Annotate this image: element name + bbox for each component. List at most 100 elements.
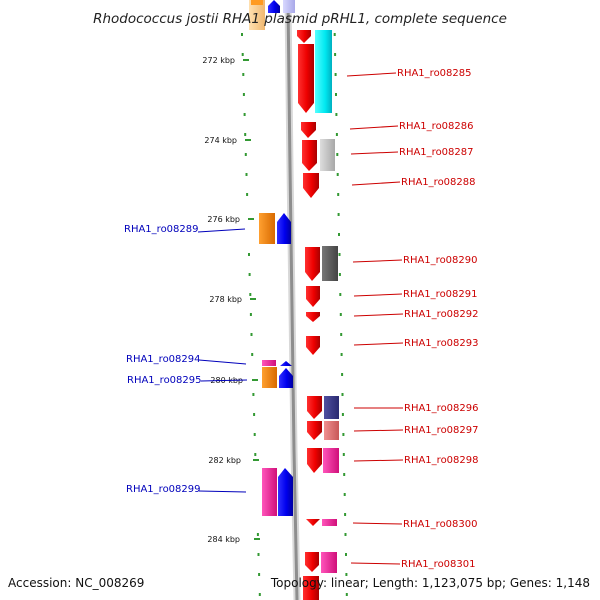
strand-tick	[340, 333, 343, 336]
gene-label-ro08294[interactable]: RHA1_ro08294	[126, 354, 201, 365]
gene-arrow-ro08285[interactable]	[298, 44, 314, 113]
gene-arrow-ro08298[interactable]	[307, 448, 322, 473]
strand-tick	[345, 593, 348, 596]
gene-arrow-ro08301[interactable]	[305, 552, 319, 572]
gene-arrow-ro08287[interactable]	[302, 140, 317, 171]
reverse-leader-lines	[197, 228, 248, 493]
forward-strand-genes	[297, 30, 322, 600]
strand-tick	[250, 333, 253, 336]
kbp-label-274: 274 kbp	[204, 136, 237, 145]
gene-arrow-ro08291[interactable]	[306, 286, 320, 307]
gene-arrow[interactable]	[303, 576, 319, 600]
strand-tick	[345, 573, 348, 576]
strand-tick	[336, 153, 339, 156]
strand-tick	[339, 293, 342, 296]
strand-tick	[256, 533, 259, 536]
gene-arrow-ro08295[interactable]	[279, 368, 293, 388]
strand-tick	[243, 113, 246, 116]
map-title: Rhodococcus jostii RHA1 plasmid pRHL1, c…	[93, 11, 507, 27]
gene-arrow-ro08286[interactable]	[301, 122, 316, 138]
gene-label-ro08290[interactable]: RHA1_ro08290	[403, 255, 478, 266]
kbp-label-282: 282 kbp	[208, 456, 241, 465]
strand-tick	[340, 353, 343, 356]
strand-tick	[342, 433, 345, 436]
strand-tick	[244, 133, 247, 136]
strand-tick	[335, 93, 337, 96]
strand-tick	[338, 253, 341, 256]
strand-tick	[345, 553, 347, 556]
gene-label-ro08288[interactable]: RHA1_ro08288	[401, 177, 476, 188]
gene-arrow-ro08293[interactable]	[306, 336, 320, 355]
accession-text: Accession: NC_008269	[8, 576, 144, 590]
strand-tick	[337, 213, 340, 216]
strand-tick	[336, 173, 339, 176]
gene-arrow-ro08294[interactable]	[280, 361, 292, 366]
strand-tick	[252, 393, 255, 396]
gene-arrow-ro08288[interactable]	[303, 173, 319, 198]
strand-tick	[257, 553, 260, 556]
gene-label-ro08292[interactable]: RHA1_ro08292	[404, 309, 479, 320]
forward-leader-lines	[346, 72, 404, 565]
gene-arrow-ro08289[interactable]	[277, 213, 291, 244]
strand-tick	[334, 53, 337, 56]
reverse-strand-genes	[259, 213, 293, 516]
gene-label-ro08299[interactable]: RHA1_ro08299	[126, 484, 201, 495]
strand-tick	[344, 513, 347, 516]
strand-tick	[335, 113, 338, 116]
strand-tick	[333, 33, 336, 36]
partial-features-top	[249, 0, 295, 30]
strand-tick	[338, 273, 341, 276]
forward-strand-ticks	[333, 33, 348, 596]
gene-arrow-ro08299[interactable]	[278, 468, 293, 516]
strand-tick	[258, 593, 261, 596]
strand-tick	[337, 193, 340, 196]
gene-label-ro08298[interactable]: RHA1_ro08298	[404, 455, 479, 466]
gene-label-ro08297[interactable]: RHA1_ro08297	[404, 425, 479, 436]
strand-tick	[242, 93, 245, 96]
strand-tick	[244, 153, 247, 156]
strand-tick	[248, 253, 250, 256]
gene-label-ro08289[interactable]: RHA1_ro08289	[124, 224, 199, 235]
gene-arrow-ro08300[interactable]	[306, 519, 320, 526]
reverse-gene-labels: RHA1_ro08289 RHA1_ro08294 RHA1_ro08295 R…	[124, 224, 202, 495]
strand-tick	[241, 53, 244, 56]
gene-arrow-ro08290[interactable]	[305, 247, 320, 281]
gene-label-ro08285[interactable]: RHA1_ro08285	[397, 68, 472, 79]
gene-label-ro08300[interactable]: RHA1_ro08300	[403, 519, 478, 530]
gene-label-ro08293[interactable]: RHA1_ro08293	[404, 338, 479, 349]
strand-tick	[253, 433, 256, 436]
kbp-scale: 272 kbp 274 kbp 276 kbp 278 kbp 280 kbp …	[202, 56, 260, 544]
gene-label-ro08296[interactable]: RHA1_ro08296	[404, 403, 479, 414]
strand-tick	[343, 493, 346, 496]
strand-tick	[341, 393, 344, 396]
reverse-strand-ticks	[241, 33, 261, 596]
strand-tick	[334, 73, 337, 76]
strand-tick	[251, 353, 254, 356]
gene-arrow[interactable]	[297, 30, 311, 43]
gene-label-ro08286[interactable]: RHA1_ro08286	[399, 121, 474, 132]
strand-tick	[343, 473, 346, 476]
forward-gene-labels: RHA1_ro08285 RHA1_ro08286 RHA1_ro08287 R…	[397, 68, 479, 570]
gene-label-ro08295[interactable]: RHA1_ro08295	[127, 375, 202, 386]
gene-arrow-ro08297[interactable]	[307, 421, 322, 440]
strand-tick	[245, 173, 248, 176]
gene-label-ro08301[interactable]: RHA1_ro08301	[401, 559, 476, 570]
topology-text: Topology: linear; Length: 1,123,075 bp; …	[270, 576, 590, 590]
kbp-label-284: 284 kbp	[207, 535, 240, 544]
gene-arrow-ro08292[interactable]	[306, 312, 320, 322]
strand-tick	[249, 293, 252, 296]
strand-tick	[241, 33, 243, 36]
strand-tick	[246, 193, 249, 196]
strand-tick	[253, 413, 256, 416]
gene-label-ro08287[interactable]: RHA1_ro08287	[399, 147, 474, 158]
gene-arrow-ro08296[interactable]	[307, 396, 322, 419]
strand-tick	[341, 373, 344, 376]
forward-strand-features	[315, 30, 339, 573]
strand-tick	[338, 233, 340, 236]
gene-label-ro08291[interactable]: RHA1_ro08291	[403, 289, 478, 300]
strand-tick	[339, 313, 342, 316]
kbp-label-276: 276 kbp	[207, 215, 240, 224]
strand-tick	[341, 413, 344, 416]
strand-tick	[344, 533, 347, 536]
